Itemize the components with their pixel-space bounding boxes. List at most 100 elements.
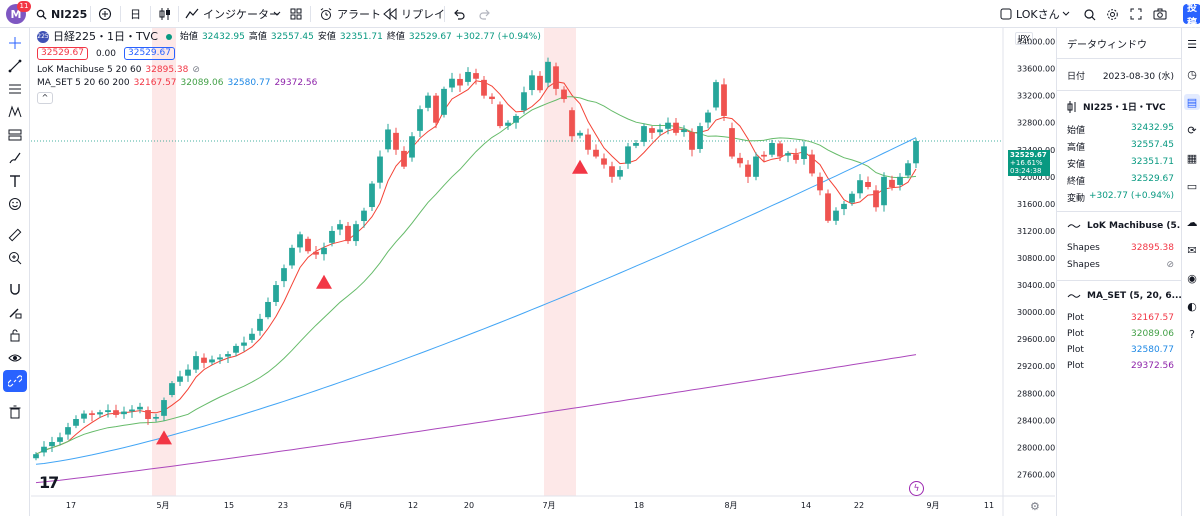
price-tick-label: 30000.00 bbox=[1017, 308, 1055, 317]
alert-button[interactable]: アラート bbox=[319, 0, 381, 28]
news-icon[interactable]: ▭ bbox=[1186, 179, 1198, 193]
publish-button[interactable]: 投稿 bbox=[1183, 3, 1200, 29]
projection-tool[interactable] bbox=[3, 124, 27, 146]
candle-body bbox=[361, 210, 367, 222]
ind1-section-head[interactable]: LoK Machibuse (5... bbox=[1067, 221, 1187, 231]
candle-body bbox=[81, 413, 87, 419]
symbol-search-button[interactable]: NI225 bbox=[36, 0, 87, 28]
bid-ask-row: 32529.67 0.00 32529.67 bbox=[37, 47, 541, 60]
chat-icon[interactable]: ✉ bbox=[1187, 243, 1197, 257]
chart-type-button[interactable] bbox=[158, 0, 172, 28]
indicators-dropdown[interactable] bbox=[273, 0, 281, 28]
data-window-icon[interactable]: ▤ bbox=[1184, 94, 1200, 110]
zoom-in-icon bbox=[9, 252, 22, 265]
hotlists-icon[interactable]: ⟳ bbox=[1187, 123, 1197, 137]
text-tool[interactable] bbox=[3, 170, 27, 192]
indicator-legend-lok[interactable]: LoK Machibuse 5 20 60 32895.38 ⊘ bbox=[37, 64, 541, 76]
currency-label[interactable]: JPY bbox=[1015, 32, 1033, 45]
trendline-tool[interactable] bbox=[3, 55, 27, 77]
calendar-icon[interactable]: ▦ bbox=[1186, 151, 1198, 165]
remove-drawings-tool[interactable] bbox=[3, 401, 27, 423]
divider bbox=[1057, 90, 1181, 91]
indicators-icon bbox=[185, 8, 199, 19]
candle-body bbox=[305, 238, 311, 252]
indicators-label: インジケーター bbox=[203, 8, 280, 21]
candle-body bbox=[745, 164, 751, 177]
data-row: Plot 32580.77 bbox=[1067, 345, 1174, 355]
crosshair-tool[interactable] bbox=[3, 32, 27, 54]
interval-button[interactable]: 日 bbox=[130, 0, 141, 28]
toolbar-divider bbox=[178, 6, 179, 22]
candle-body bbox=[257, 318, 263, 331]
indicator-value: 32895.38 bbox=[145, 65, 189, 75]
divider bbox=[1057, 211, 1181, 212]
series-title[interactable]: 日経225・1日・TVC bbox=[53, 30, 158, 43]
compare-symbol-button[interactable] bbox=[98, 0, 112, 28]
sell-price-button[interactable]: 32529.67 bbox=[37, 47, 88, 60]
settings-button[interactable] bbox=[1106, 0, 1119, 28]
replay-button[interactable]: リプレイ bbox=[383, 0, 445, 28]
time-tick-label: 5月 bbox=[156, 501, 169, 510]
main-series-legend[interactable]: 225 日経225・1日・TVC 始値 32432.95 高値 32557.45 安… bbox=[37, 31, 541, 43]
stay-drawing-tool[interactable] bbox=[3, 301, 27, 323]
candle-body bbox=[497, 104, 503, 127]
notifications-icon[interactable]: ◐ bbox=[1187, 299, 1197, 313]
watchlist-icon[interactable]: ☰ bbox=[1187, 37, 1197, 51]
row-value: 32895.38 bbox=[1131, 243, 1174, 253]
ruler-tool[interactable] bbox=[3, 224, 27, 246]
notification-badge: 11 bbox=[17, 1, 31, 12]
undo-button[interactable] bbox=[453, 0, 465, 28]
candle-body bbox=[121, 411, 127, 415]
symbol-label: NI225 bbox=[51, 7, 88, 21]
row-value: 29372.56 bbox=[1131, 361, 1174, 371]
axis-settings-gear-icon[interactable]: ⚙ bbox=[1030, 500, 1040, 513]
lightning-icon[interactable]: ϟ bbox=[909, 481, 924, 496]
price-tick-label: 31200.00 bbox=[1017, 227, 1055, 236]
chart-pane[interactable]: 34000.0033600.0033200.0032800.0032400.00… bbox=[31, 28, 1055, 516]
hide-drawings-tool[interactable] bbox=[3, 347, 27, 369]
redo-button[interactable] bbox=[479, 0, 491, 28]
price-tick-label: 33200.00 bbox=[1017, 92, 1055, 101]
sync-drawings-tool[interactable] bbox=[3, 370, 27, 392]
fib-tool[interactable] bbox=[3, 78, 27, 100]
legend-collapse-button[interactable]: ^ bbox=[37, 92, 53, 104]
layout-square-icon bbox=[1000, 8, 1012, 20]
layout-name-button[interactable]: LOKさん bbox=[1000, 0, 1060, 28]
emoji-tool[interactable] bbox=[3, 193, 27, 215]
wave-icon bbox=[1067, 294, 1081, 298]
zoom-tool[interactable] bbox=[3, 247, 27, 269]
candle-body bbox=[825, 193, 831, 221]
help-icon[interactable]: ? bbox=[1189, 327, 1195, 341]
candle-body bbox=[185, 369, 191, 376]
quick-search-button[interactable] bbox=[1083, 0, 1096, 28]
candle-body bbox=[625, 146, 631, 164]
tradingview-logo[interactable]: 17 bbox=[39, 473, 59, 492]
row-value: 32089.06 bbox=[1131, 329, 1174, 339]
fullscreen-button[interactable] bbox=[1130, 0, 1142, 28]
price-tick-label: 28400.00 bbox=[1017, 416, 1055, 425]
indicators-button[interactable]: インジケーター bbox=[185, 0, 280, 28]
pattern-tool[interactable] bbox=[3, 101, 27, 123]
buy-price-button[interactable]: 32529.67 bbox=[124, 47, 175, 60]
candle-body bbox=[465, 71, 471, 82]
chevron-down-icon bbox=[1062, 11, 1070, 16]
layout-name: LOKさん bbox=[1016, 8, 1060, 21]
candle-body bbox=[105, 410, 111, 413]
layout-dropdown[interactable] bbox=[1062, 0, 1070, 28]
snapshot-button[interactable] bbox=[1153, 0, 1167, 28]
ideas-icon[interactable]: ☁ bbox=[1186, 215, 1198, 229]
price-chart[interactable]: 34000.0033600.0033200.0032800.0032400.00… bbox=[31, 28, 1055, 516]
ind2-section-head[interactable]: MA_SET (5, 20, 6... bbox=[1067, 291, 1182, 301]
layouts-button[interactable] bbox=[290, 0, 302, 28]
candle-body bbox=[41, 446, 47, 453]
magnet-tool[interactable] bbox=[3, 278, 27, 300]
symbol-section-head[interactable]: NI225・1日・TVC bbox=[1067, 100, 1166, 113]
alerts-icon[interactable]: ◷ bbox=[1187, 67, 1197, 81]
brush-tool[interactable] bbox=[3, 147, 27, 169]
indicator-legend-maset[interactable]: MA_SET 5 20 60 200 32167.57 32089.06 325… bbox=[37, 77, 541, 89]
row-key: 安値 bbox=[1067, 160, 1086, 170]
streams-icon[interactable]: ◉ bbox=[1187, 271, 1197, 285]
lock-drawings-tool[interactable] bbox=[3, 324, 27, 346]
candle-body bbox=[241, 342, 247, 346]
candle-body bbox=[561, 89, 567, 100]
